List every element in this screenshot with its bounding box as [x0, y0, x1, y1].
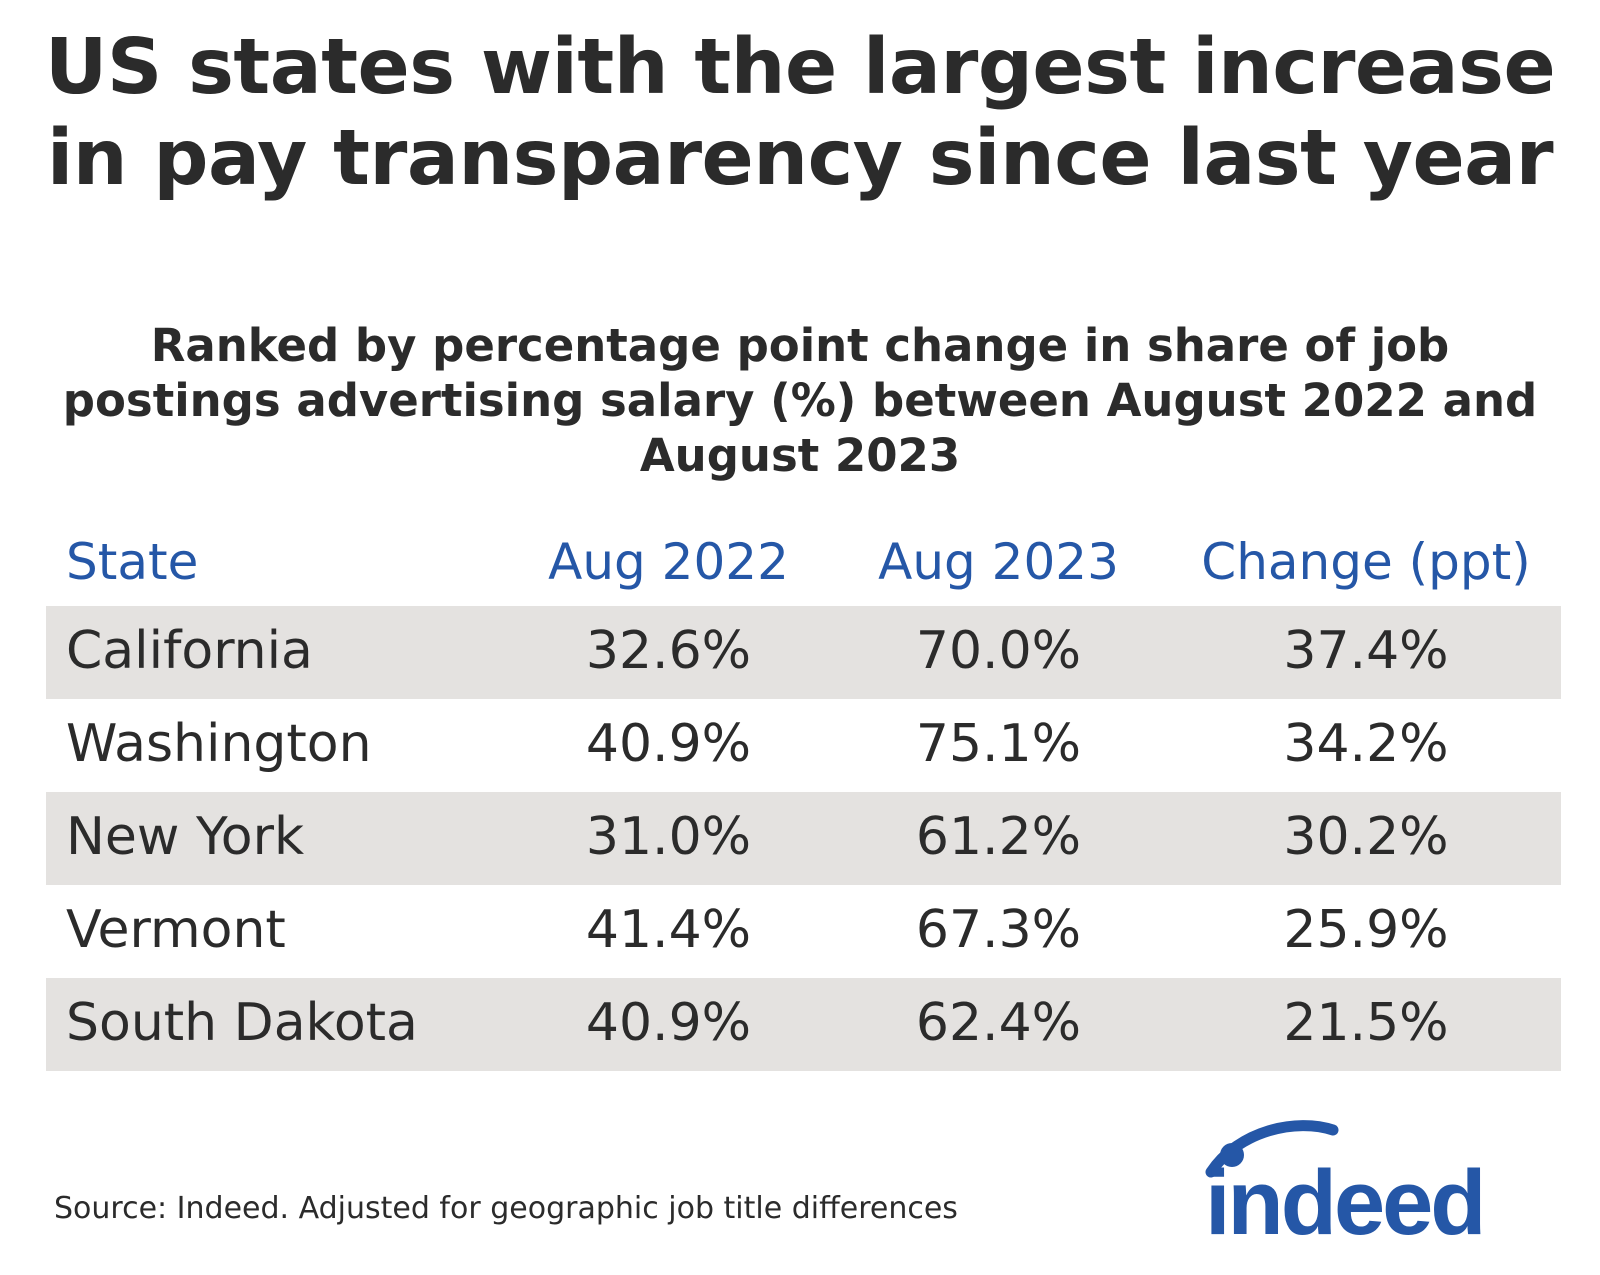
change-cell: 21.5%: [1283, 993, 1449, 1053]
data-table: State Aug 2022 Aug 2023 Change (ppt) Cal…: [46, 520, 1561, 1071]
table-row: New York 31.0% 61.2% 30.2%: [46, 792, 1561, 885]
aug-2023-cell: 70.0%: [915, 621, 1082, 681]
column-header-state: State: [66, 533, 199, 591]
state-cell: Vermont: [66, 900, 286, 960]
table-row: South Dakota 40.9% 62.4% 21.5%: [46, 978, 1561, 1071]
chart-title: US states with the largest increase in p…: [44, 23, 1556, 203]
table-row: Vermont 41.4% 67.3% 25.9%: [46, 885, 1561, 978]
logo-dot: [1220, 1143, 1244, 1167]
aug-2023-cell: 61.2%: [915, 807, 1082, 867]
column-header-aug-2022: Aug 2022: [548, 533, 789, 591]
change-cell: 34.2%: [1283, 714, 1449, 774]
aug-2022-cell: 31.0%: [585, 807, 752, 867]
aug-2023-cell: 62.4%: [915, 993, 1082, 1053]
change-cell: 25.9%: [1283, 900, 1449, 960]
state-cell: California: [66, 621, 313, 681]
column-header-aug-2023: Aug 2023: [878, 533, 1119, 591]
aug-2022-cell: 40.9%: [585, 714, 752, 774]
logo-wordmark: indeed: [1205, 1152, 1483, 1240]
table-row: Washington 40.9% 75.1% 34.2%: [46, 699, 1561, 792]
change-cell: 30.2%: [1283, 807, 1449, 867]
state-cell: Washington: [66, 714, 372, 774]
column-header-change: Change (ppt): [1201, 533, 1531, 591]
state-cell: New York: [66, 807, 305, 867]
table-row: California 32.6% 70.0% 37.4%: [46, 606, 1561, 699]
aug-2023-cell: 75.1%: [915, 714, 1082, 774]
indeed-logo: indeed: [1205, 1120, 1486, 1240]
aug-2022-cell: 40.9%: [585, 993, 752, 1053]
aug-2022-cell: 41.4%: [585, 900, 752, 960]
state-cell: South Dakota: [66, 993, 418, 1053]
chart-subtitle: Ranked by percentage point change in sha…: [62, 319, 1538, 482]
table-header-row: State Aug 2022 Aug 2023 Change (ppt): [46, 520, 1561, 606]
source-note: Source: Indeed. Adjusted for geographic …: [54, 1191, 958, 1226]
aug-2023-cell: 67.3%: [915, 900, 1082, 960]
aug-2022-cell: 32.6%: [585, 621, 752, 681]
change-cell: 37.4%: [1283, 621, 1449, 681]
